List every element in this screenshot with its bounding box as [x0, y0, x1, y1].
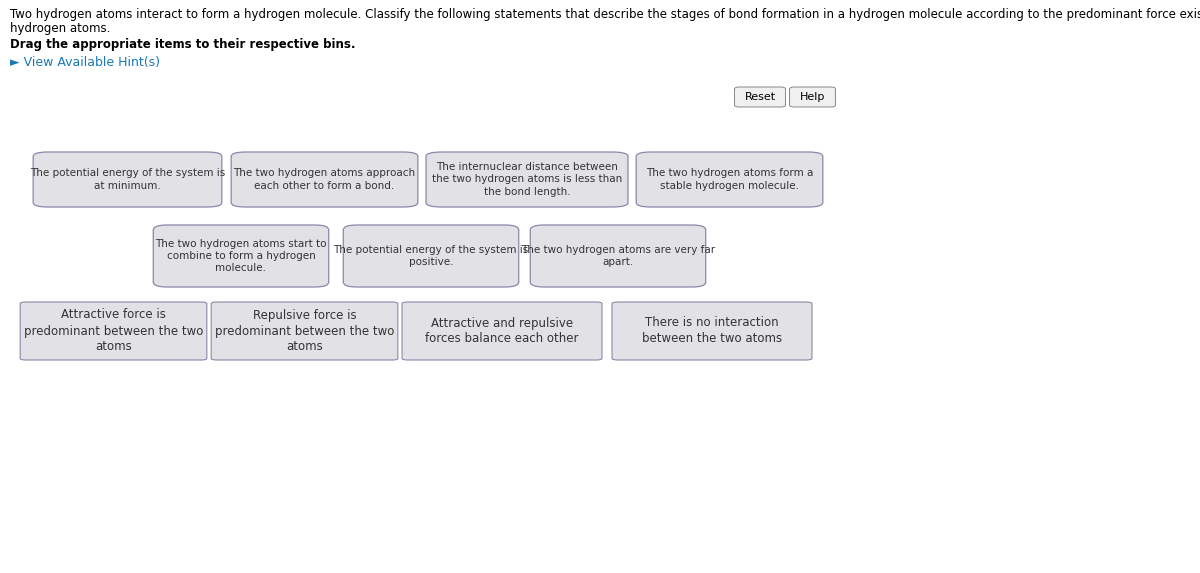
FancyBboxPatch shape [211, 302, 398, 360]
Text: The two hydrogen atoms approach
each other to form a bond.: The two hydrogen atoms approach each oth… [234, 168, 415, 191]
FancyBboxPatch shape [343, 225, 518, 287]
Text: Reset: Reset [744, 92, 775, 102]
FancyBboxPatch shape [790, 87, 835, 107]
FancyBboxPatch shape [636, 152, 823, 207]
FancyBboxPatch shape [426, 152, 628, 207]
Text: There is no interaction
between the two atoms: There is no interaction between the two … [642, 316, 782, 346]
Text: ► View Available Hint(s): ► View Available Hint(s) [10, 56, 160, 69]
Text: Two hydrogen atoms interact to form a hydrogen molecule. Classify the following : Two hydrogen atoms interact to form a hy… [10, 8, 1200, 21]
FancyBboxPatch shape [612, 302, 812, 360]
Text: The potential energy of the system is
positive.: The potential energy of the system is po… [334, 245, 529, 267]
FancyBboxPatch shape [20, 302, 206, 360]
Text: The internuclear distance between
the two hydrogen atoms is less than
the bond l: The internuclear distance between the tw… [432, 162, 622, 197]
Text: Repulsive force is
predominant between the two
atoms: Repulsive force is predominant between t… [215, 308, 394, 354]
Text: Help: Help [800, 92, 826, 102]
Text: The two hydrogen atoms start to
combine to form a hydrogen
molecule.: The two hydrogen atoms start to combine … [155, 238, 326, 273]
FancyBboxPatch shape [154, 225, 329, 287]
FancyBboxPatch shape [232, 152, 418, 207]
Text: Attractive force is
predominant between the two
atoms: Attractive force is predominant between … [24, 308, 203, 354]
FancyBboxPatch shape [402, 302, 602, 360]
FancyBboxPatch shape [734, 87, 786, 107]
Text: The two hydrogen atoms are very far
apart.: The two hydrogen atoms are very far apar… [521, 245, 715, 267]
Text: Drag the appropriate items to their respective bins.: Drag the appropriate items to their resp… [10, 38, 355, 51]
FancyBboxPatch shape [530, 225, 706, 287]
Text: The two hydrogen atoms form a
stable hydrogen molecule.: The two hydrogen atoms form a stable hyd… [646, 168, 814, 191]
Text: hydrogen atoms.: hydrogen atoms. [10, 22, 110, 35]
Text: The potential energy of the system is
at minimum.: The potential energy of the system is at… [30, 168, 226, 191]
Text: Attractive and repulsive
forces balance each other: Attractive and repulsive forces balance … [425, 316, 578, 346]
FancyBboxPatch shape [34, 152, 222, 207]
